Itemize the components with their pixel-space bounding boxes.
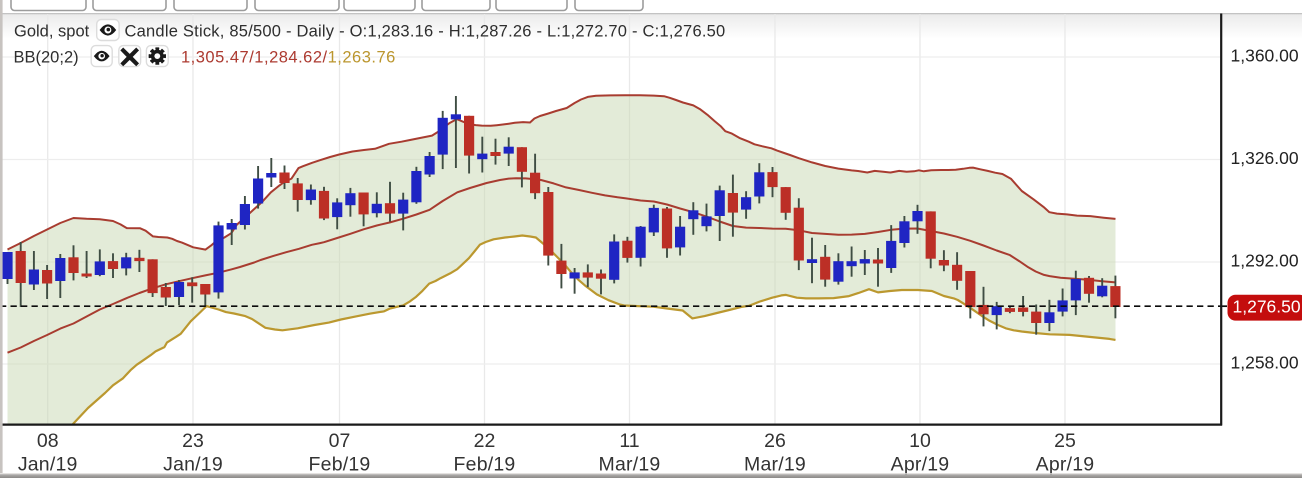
svg-text:1,258.00: 1,258.00 [1231,352,1299,372]
svg-text:Mar/19: Mar/19 [744,454,806,476]
svg-text:Gold, spot: Gold, spot [14,23,90,41]
svg-text:10: 10 [909,430,931,452]
svg-text:1,276.50: 1,276.50 [1233,296,1301,316]
svg-text:26: 26 [764,430,786,452]
svg-text:08: 08 [37,430,59,452]
svg-text:Candle Stick, 85/500 - Daily -: Candle Stick, 85/500 - Daily - O:1,283.1… [125,23,726,41]
svg-text:25: 25 [1054,430,1076,452]
svg-text:Jan/19: Jan/19 [163,454,223,476]
svg-text:Feb/19: Feb/19 [454,454,516,476]
svg-text:1,360.00: 1,360.00 [1231,45,1299,65]
svg-text:Jan/19: Jan/19 [18,454,78,476]
svg-text:11: 11 [619,430,639,452]
svg-text:Mar/19: Mar/19 [599,454,661,476]
svg-text:Feb/19: Feb/19 [309,454,371,476]
svg-text:22: 22 [474,430,496,452]
svg-text:1,305.47/1,284.62/1,263.76: 1,305.47/1,284.62/1,263.76 [181,49,396,67]
svg-text:BB(20;2): BB(20;2) [14,49,79,67]
svg-text:Apr/19: Apr/19 [1036,454,1095,476]
svg-text:1,326.00: 1,326.00 [1231,148,1299,168]
svg-text:07: 07 [329,430,351,452]
svg-text:23: 23 [182,430,204,452]
svg-text:Apr/19: Apr/19 [891,454,950,476]
svg-text:1,292.00: 1,292.00 [1231,250,1299,270]
